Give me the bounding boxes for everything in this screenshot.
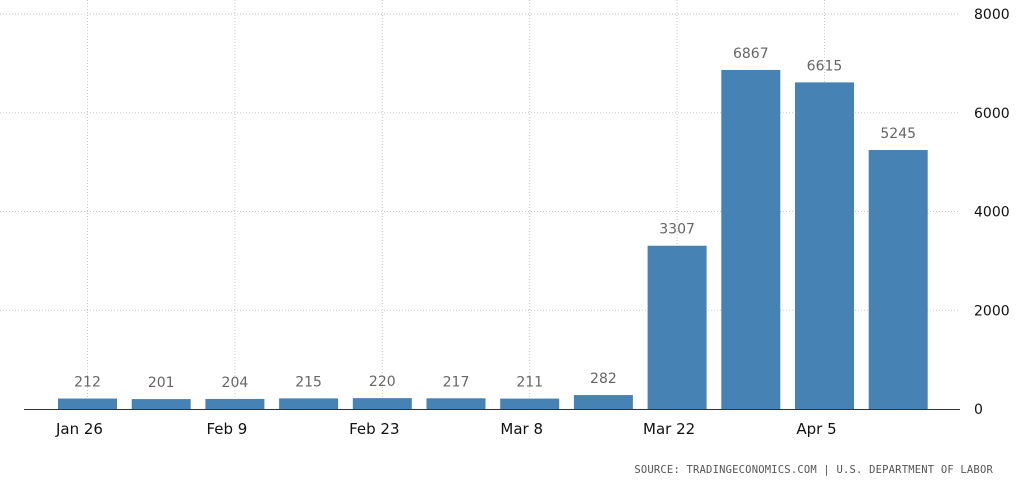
x-tick-label: Feb 9 — [206, 420, 247, 438]
data-label: 215 — [295, 374, 322, 390]
data-label: 204 — [222, 375, 249, 391]
y-tick-label: 2000 — [974, 303, 1010, 319]
bar-jan-26 — [58, 398, 117, 409]
data-label: 212 — [74, 375, 101, 391]
value-labels: 212 201 204 215 220 217 211 282 3307 6867 6615 5245 — [74, 46, 916, 391]
vertical-grid — [87, 0, 825, 409]
bar-mar-1 — [426, 398, 486, 409]
bar-mar-29 — [721, 69, 781, 410]
x-tick-label: Mar 22 — [643, 420, 695, 438]
data-label: 282 — [590, 371, 617, 387]
bar-feb-9 — [205, 398, 265, 409]
y-tick-label: 4000 — [974, 205, 1010, 221]
x-tick-label: Jan 26 — [55, 420, 103, 438]
data-label: 220 — [369, 374, 396, 390]
x-tick-label: Apr 5 — [796, 420, 836, 438]
data-label: 211 — [516, 375, 543, 391]
x-axis-ticks: Jan 26 Feb 9 Feb 23 Mar 8 Mar 22 Apr 5 — [55, 420, 837, 438]
bars — [58, 69, 928, 410]
data-label: 201 — [148, 375, 175, 391]
bar-apr-12 — [868, 150, 928, 409]
data-label: 6615 — [807, 58, 843, 74]
x-tick-label: Feb 23 — [349, 420, 399, 438]
bar-feb-16 — [279, 398, 339, 409]
data-label: 5245 — [880, 126, 916, 142]
data-label: 3307 — [659, 222, 695, 238]
source-note: SOURCE: TRADINGECONOMICS.COM | U.S. DEPA… — [634, 464, 993, 476]
bar-mar-15 — [573, 395, 633, 409]
y-tick-label: 6000 — [974, 106, 1010, 122]
x-tick-label: Mar 8 — [500, 420, 543, 438]
data-label: 6867 — [733, 46, 769, 62]
bar-feb-23 — [352, 398, 412, 409]
bar-feb-2 — [131, 399, 191, 409]
bar-mar-8 — [500, 398, 560, 409]
y-axis-ticks: 0 2000 4000 6000 8000 — [974, 7, 1010, 418]
bar-mar-22 — [647, 245, 707, 409]
y-tick-label: 0 — [974, 402, 983, 418]
bar-apr-5 — [795, 82, 854, 410]
horizontal-grid — [0, 13, 960, 311]
y-tick-label: 8000 — [974, 7, 1010, 23]
data-label: 217 — [443, 374, 470, 390]
